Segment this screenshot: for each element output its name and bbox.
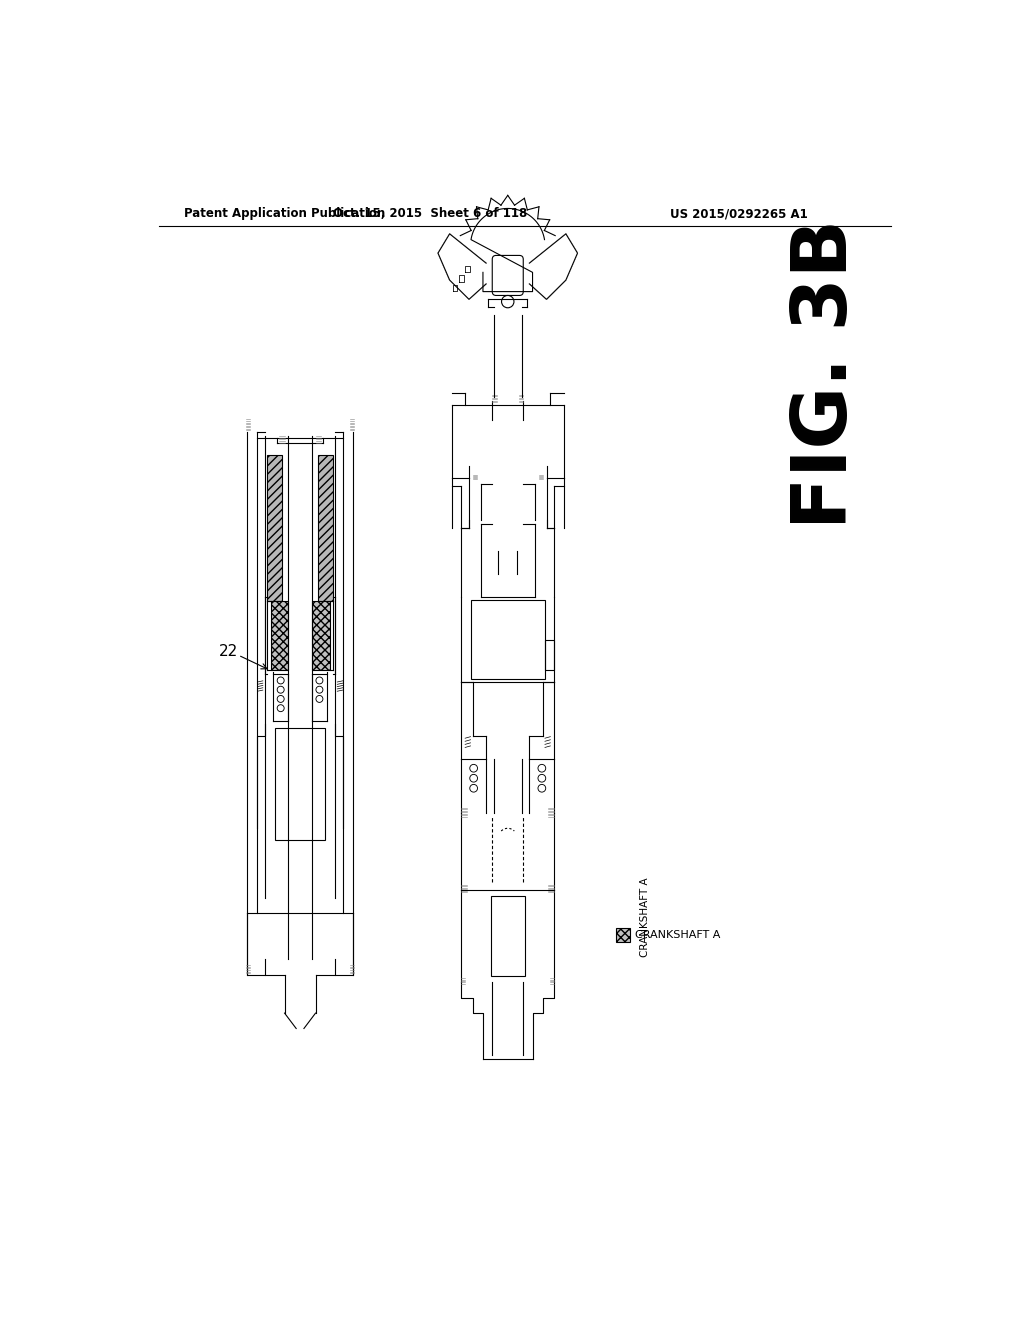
Polygon shape [529, 234, 578, 300]
Bar [312, 601, 330, 671]
Bar [270, 601, 288, 671]
Text: CRANKSHAFT A: CRANKSHAFT A [635, 931, 720, 940]
Text: FIG. 3B: FIG. 3B [788, 219, 862, 529]
Bar [266, 455, 283, 601]
Text: Patent Application Publication: Patent Application Publication [183, 207, 385, 220]
Polygon shape [438, 234, 486, 300]
Text: CRANKSHAFT A: CRANKSHAFT A [640, 876, 649, 957]
Bar [275, 729, 325, 840]
Text: Oct. 15, 2015  Sheet 6 of 118: Oct. 15, 2015 Sheet 6 of 118 [333, 207, 527, 220]
Text: US 2015/0292265 A1: US 2015/0292265 A1 [671, 207, 808, 220]
Polygon shape [471, 209, 545, 292]
Bar [616, 928, 630, 942]
Bar [545, 640, 554, 671]
Text: 22: 22 [219, 644, 239, 659]
Bar [490, 896, 524, 977]
Bar [471, 601, 545, 678]
Bar [317, 455, 334, 601]
